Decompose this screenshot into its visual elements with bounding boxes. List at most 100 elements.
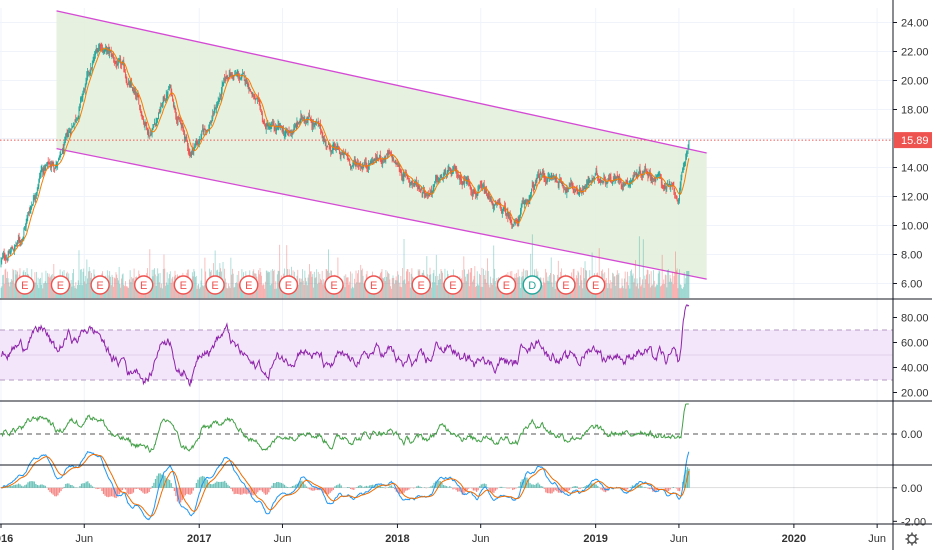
earnings-marker[interactable]: E: [91, 276, 109, 294]
macd-histogram-bar: [265, 488, 266, 495]
volume-bar: [171, 279, 172, 298]
macd-histogram-bar: [24, 485, 25, 488]
earnings-marker[interactable]: E: [206, 276, 224, 294]
volume-bar: [688, 271, 689, 298]
earnings-marker[interactable]: E: [51, 276, 69, 294]
earnings-marker[interactable]: E: [174, 276, 192, 294]
macd-histogram-bar: [223, 482, 224, 488]
macd-histogram-bar: [262, 488, 263, 492]
macd-histogram-bar: [391, 485, 392, 487]
macd-histogram-bar: [407, 488, 408, 491]
macd-histogram-bar: [287, 487, 288, 488]
macd-histogram-bar: [482, 484, 483, 488]
volume-bar: [618, 273, 619, 298]
volume-bar: [545, 269, 546, 298]
volume-bar: [607, 288, 608, 298]
macd-histogram-bar: [95, 488, 96, 489]
earnings-marker[interactable]: E: [279, 276, 297, 294]
volume-bar: [444, 288, 445, 298]
macd-histogram-bar: [421, 487, 422, 488]
macd-histogram-bar: [147, 488, 148, 493]
volume-bar: [275, 281, 276, 298]
dividend-marker[interactable]: D: [523, 276, 541, 294]
volume-bar: [160, 273, 161, 298]
volume-bar: [317, 284, 318, 298]
earnings-marker[interactable]: E: [444, 276, 462, 294]
candle-body: [250, 89, 251, 91]
x-tick-label: 2017: [187, 533, 211, 545]
volume-bar: [677, 268, 678, 298]
volume-bar: [40, 278, 41, 298]
candle-body: [667, 186, 668, 189]
marker-label: E: [562, 280, 569, 292]
candle-body: [559, 182, 560, 188]
volume-bar: [89, 267, 90, 298]
macd-histogram-bar: [474, 488, 475, 491]
macd-histogram-bar: [136, 488, 137, 489]
volume-bar: [73, 269, 74, 298]
marker-label: E: [370, 280, 377, 292]
volume-bar: [470, 272, 471, 298]
volume-bar: [306, 281, 307, 298]
volume-bar: [204, 285, 205, 298]
volume-bar: [485, 279, 486, 298]
macd-histogram-bar: [257, 488, 258, 492]
volume-bar: [628, 285, 629, 298]
candle-body: [349, 160, 350, 164]
earnings-marker[interactable]: E: [135, 276, 153, 294]
macd-histogram-bar: [363, 487, 364, 488]
earnings-marker[interactable]: E: [587, 276, 605, 294]
macd-histogram-bar: [304, 484, 305, 487]
volume-bar: [301, 282, 302, 298]
earnings-marker[interactable]: E: [557, 276, 575, 294]
volume-bar: [629, 289, 630, 298]
volume-bar: [319, 274, 320, 298]
volume-bar: [401, 287, 402, 298]
marker-label: E: [449, 280, 456, 292]
volume-bar: [111, 285, 112, 298]
macd-histogram-bar: [234, 488, 235, 494]
volume-bar: [581, 267, 582, 298]
earnings-marker[interactable]: E: [240, 276, 258, 294]
volume-bar: [127, 286, 128, 298]
volume-bar: [363, 276, 364, 298]
volume-bar: [227, 288, 228, 298]
volume-bar: [674, 272, 675, 298]
macd-histogram-bar: [104, 488, 105, 496]
volume-bar: [551, 257, 552, 298]
volume-bar: [235, 283, 236, 298]
macd-histogram-bar: [574, 486, 575, 488]
macd-histogram-bar: [446, 486, 447, 488]
earnings-marker[interactable]: E: [497, 276, 515, 294]
earnings-marker[interactable]: E: [412, 276, 430, 294]
volume-bar: [522, 272, 523, 298]
macd-histogram-bar: [676, 488, 677, 489]
volume-bar: [476, 286, 477, 298]
earnings-marker[interactable]: E: [325, 276, 343, 294]
macd-histogram-bar: [394, 488, 395, 489]
volume-bar: [344, 276, 345, 298]
earnings-marker[interactable]: E: [365, 276, 383, 294]
volume-bar: [230, 288, 231, 298]
volume-bar: [168, 278, 169, 298]
earnings-marker[interactable]: E: [16, 276, 34, 294]
candle-body: [240, 80, 241, 81]
macd-histogram-bar: [40, 485, 41, 488]
volume-bar: [298, 285, 299, 298]
volume-bar: [198, 284, 199, 298]
candle-body: [37, 191, 38, 193]
volume-bar: [626, 289, 627, 298]
volume-bar: [400, 287, 401, 298]
volume-bar: [390, 286, 391, 298]
volume-bar: [473, 280, 474, 298]
volume-bar: [387, 272, 388, 298]
macd-histogram-bar: [444, 486, 445, 488]
volume-bar: [613, 274, 614, 298]
volume-bar: [11, 279, 12, 298]
macd-histogram-bar: [443, 485, 444, 488]
volume-bar: [633, 282, 634, 298]
macd-histogram-bar: [90, 485, 91, 488]
volume-bar: [43, 283, 44, 298]
macd-histogram-bar: [70, 485, 71, 488]
